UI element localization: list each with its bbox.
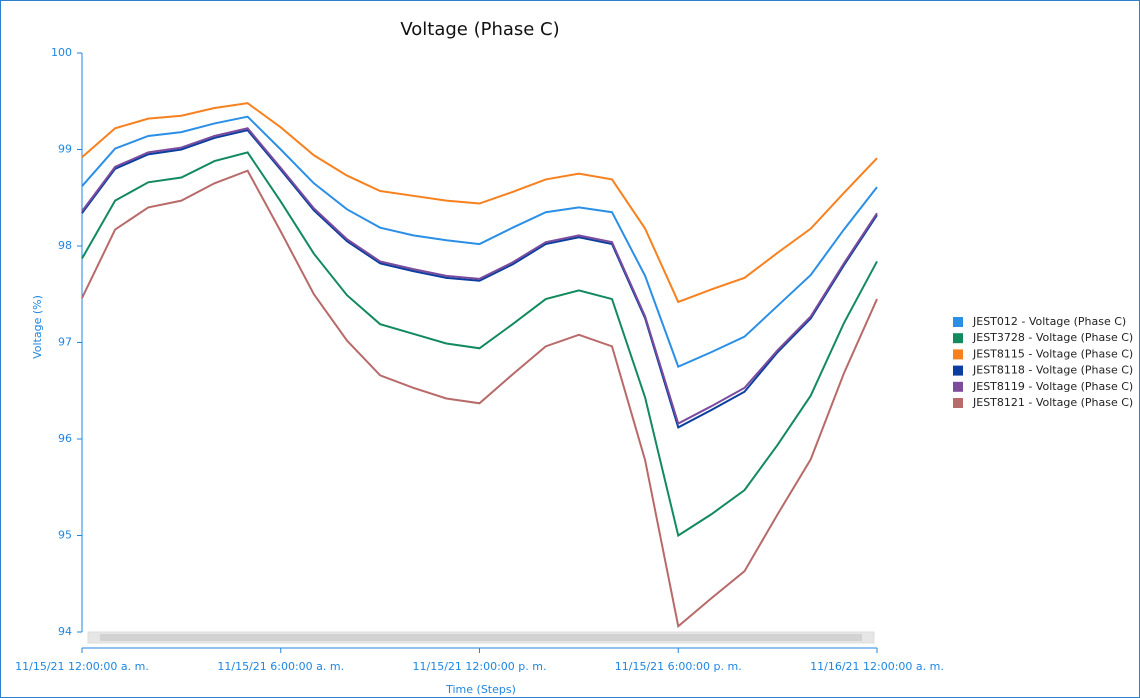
y-tick-label: 96 (58, 432, 72, 445)
x-axis-label: Time (Steps) (445, 683, 516, 696)
series-line (81, 102, 878, 304)
legend-label: JEST8121 - Voltage (Phase C) (972, 396, 1133, 409)
series-line (81, 115, 878, 368)
y-tick-label: 98 (58, 239, 72, 252)
scrollbar-thumb[interactable] (100, 634, 862, 641)
legend-swatch (953, 317, 963, 327)
legend-swatch (953, 333, 963, 344)
y-tick-label: 100 (51, 46, 72, 59)
x-tick-label: 11/15/21 6:00:00 p. m. (615, 660, 742, 673)
x-tick-label: 11/15/21 12:00:00 a. m. (15, 660, 149, 673)
legend-label: JEST3728 - Voltage (Phase C) (972, 331, 1133, 344)
legend-label: JEST8119 - Voltage (Phase C) (972, 380, 1133, 393)
x-tick-label: 11/15/21 6:00:00 a. m. (217, 660, 344, 673)
series-line (81, 169, 878, 629)
legend-swatch (953, 365, 963, 376)
y-tick-label: 95 (58, 529, 72, 542)
legend-label: JEST012 - Voltage (Phase C) (972, 315, 1126, 328)
legend-swatch (953, 349, 963, 360)
y-tick-label: 94 (58, 625, 72, 638)
series-line (81, 127, 878, 426)
legend-label: JEST8115 - Voltage (Phase C) (972, 347, 1133, 360)
y-tick-label: 97 (58, 336, 72, 349)
legend-label: JEST8118 - Voltage (Phase C) (972, 364, 1133, 377)
chart-title: Voltage (Phase C) (400, 19, 559, 40)
legend-swatch (953, 398, 963, 408)
y-axis-label: Voltage (%) (31, 295, 44, 359)
series-line (81, 129, 878, 429)
legend-swatch (953, 381, 963, 392)
x-tick-label: 11/16/21 12:00:00 a. m. (810, 660, 944, 673)
series-line (81, 151, 878, 538)
x-tick-label: 11/15/21 12:00:00 p. m. (413, 660, 547, 673)
y-tick-label: 99 (58, 143, 72, 156)
